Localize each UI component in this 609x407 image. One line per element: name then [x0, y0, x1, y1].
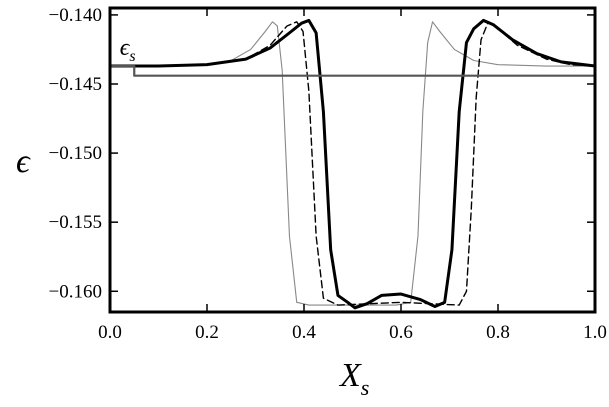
- series-line-step-gray: [108, 64, 597, 77]
- y-tick-label: −0.160: [49, 281, 102, 302]
- y-tick-label: −0.140: [49, 5, 102, 26]
- series-layer: [108, 18, 597, 310]
- plot-frame: [108, 6, 597, 314]
- series-line-thick-black: [108, 18, 597, 310]
- y-axis-label: ϵ: [16, 143, 31, 180]
- y-tick-label: −0.150: [49, 143, 102, 164]
- epsilon-s-annotation: ϵs: [120, 35, 136, 65]
- y-tick-label: −0.145: [49, 74, 102, 95]
- x-tick-label: 0.4: [292, 322, 316, 343]
- x-tick-marks: [109, 8, 596, 312]
- x-tick-label: 0.6: [389, 322, 413, 343]
- x-tick-labels: 0.0 0.2 0.4 0.6 0.8 1.0: [98, 322, 607, 343]
- x-tick-label: 0.2: [195, 322, 219, 343]
- y-tick-label: −0.155: [49, 212, 102, 233]
- annotation-layer: ϵs: [120, 35, 136, 65]
- x-tick-label: 0.0: [98, 322, 122, 343]
- y-tick-marks: [110, 14, 595, 293]
- x-tick-label: 1.0: [583, 322, 607, 343]
- x-axis-label: Xs: [338, 357, 369, 400]
- y-tick-labels: −0.140 −0.145 −0.150 −0.155 −0.160: [49, 5, 102, 302]
- x-tick-label: 0.8: [486, 322, 510, 343]
